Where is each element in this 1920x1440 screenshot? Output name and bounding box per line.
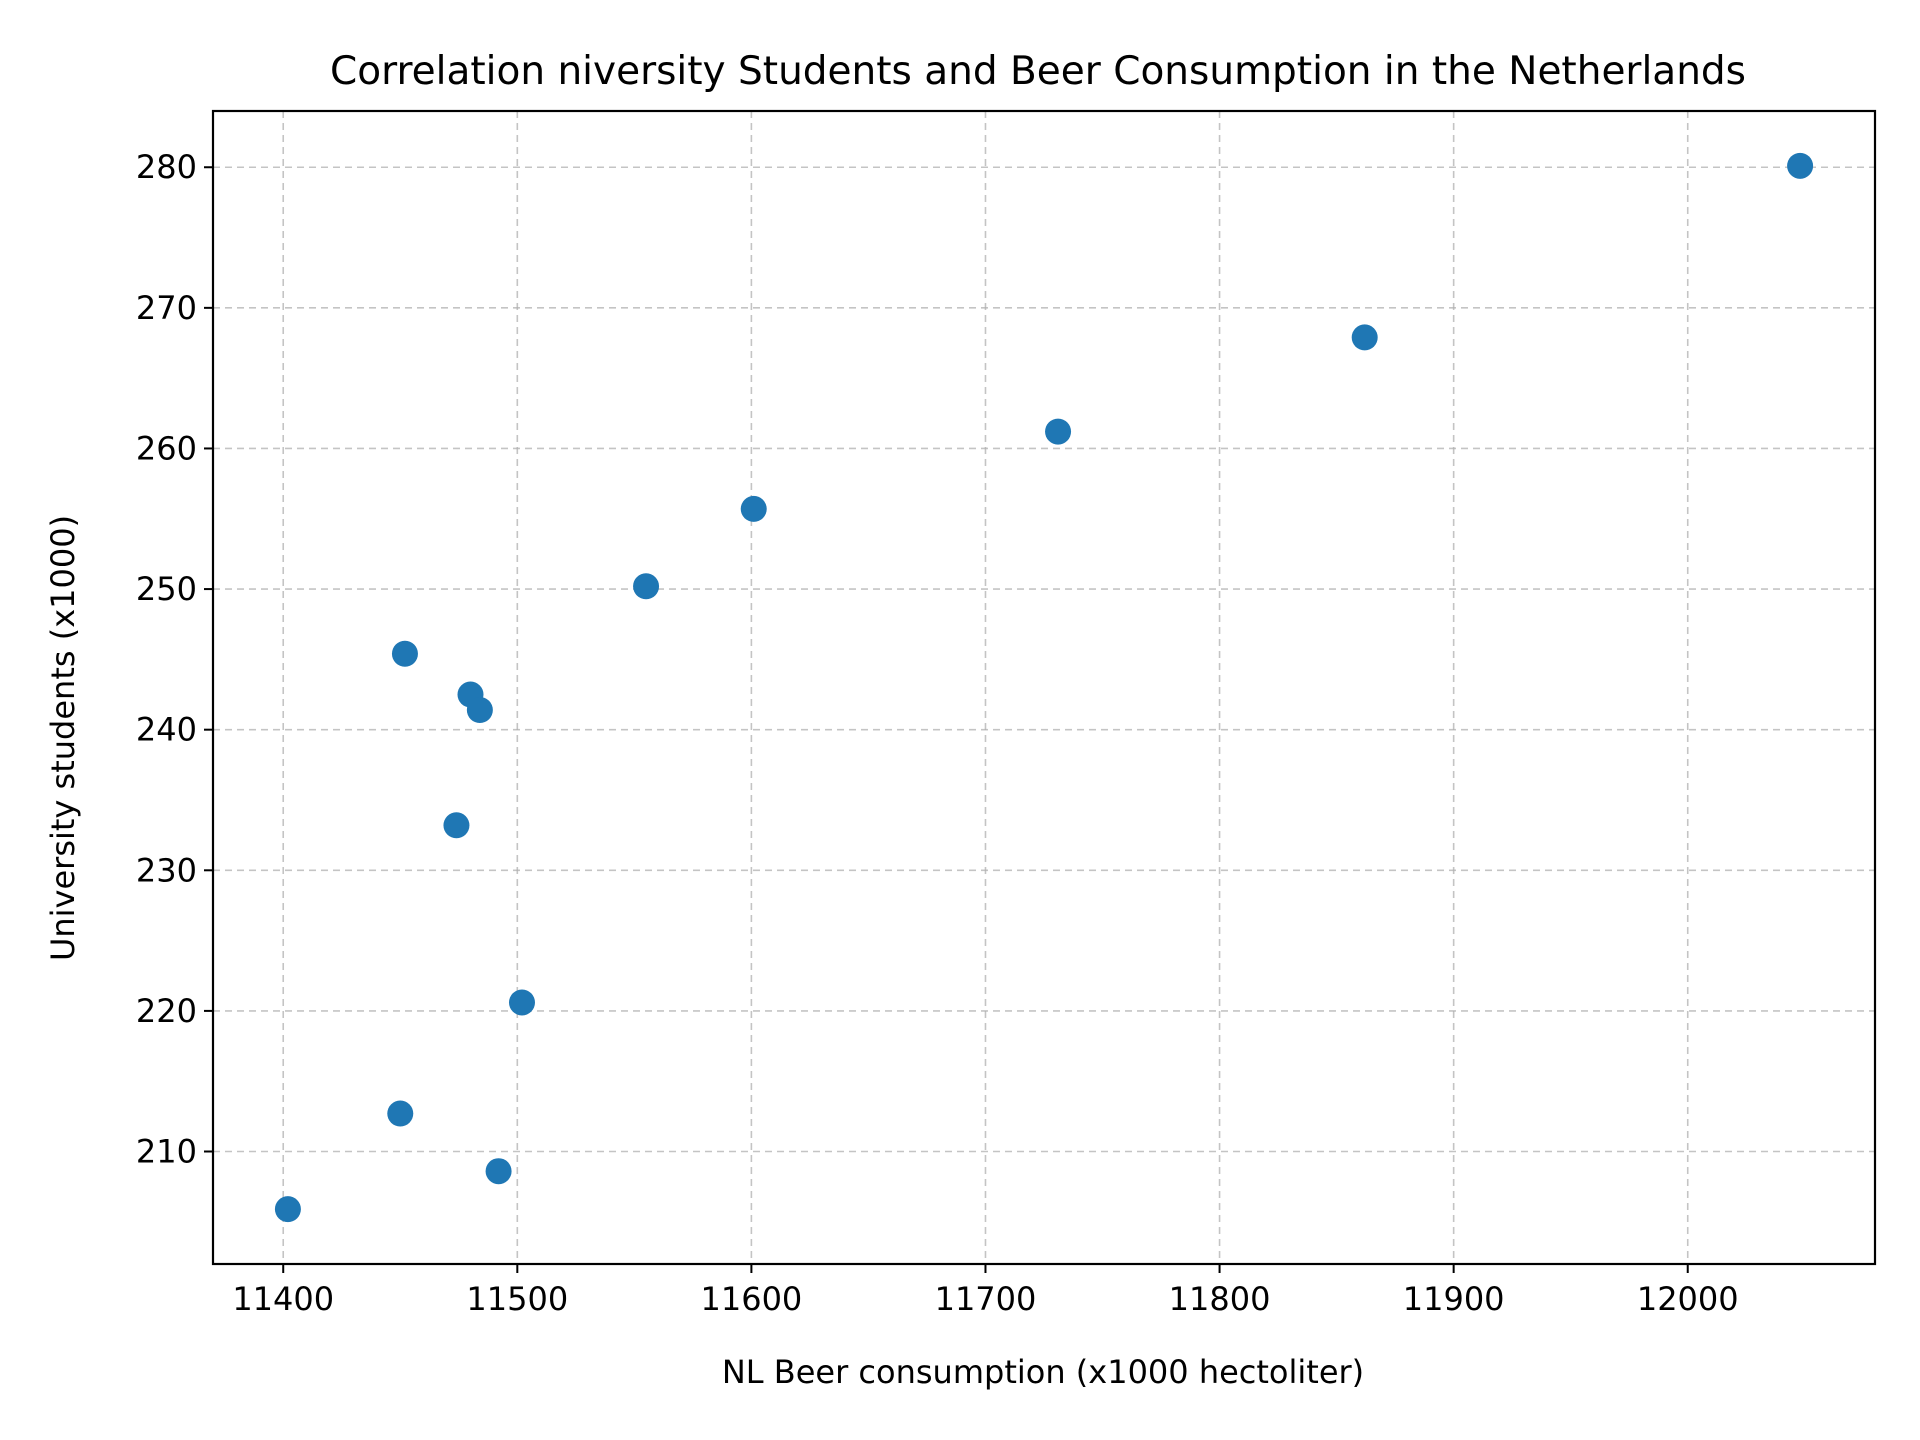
scatter-point <box>443 812 470 839</box>
y-axis-ticks: 210 220 230 240 250 260 270 280 <box>136 148 213 1171</box>
scatter-point <box>740 495 767 522</box>
grid-lines <box>213 111 1875 1264</box>
y-tick-label: 260 <box>136 429 197 467</box>
x-tick-label: 11900 <box>1403 1280 1505 1318</box>
scatter-point <box>508 989 535 1016</box>
y-tick-label: 250 <box>136 570 197 608</box>
scatter-point <box>485 1158 512 1185</box>
scatter-point <box>633 573 660 600</box>
y-tick-label: 230 <box>136 851 197 889</box>
scatter-point <box>1045 418 1072 445</box>
scatter-point <box>1351 324 1378 351</box>
y-axis-title: University students (x1000) <box>44 515 82 961</box>
x-tick-label: 11800 <box>1169 1280 1271 1318</box>
scatter-point <box>274 1196 301 1223</box>
x-tick-label: 12000 <box>1637 1280 1739 1318</box>
x-axis-ticks: 11400 11500 11600 11700 11800 11900 12000 <box>232 1264 1739 1318</box>
x-tick-label: 11400 <box>232 1280 334 1318</box>
y-tick-label: 240 <box>136 711 197 749</box>
x-tick-label: 11700 <box>935 1280 1037 1318</box>
x-tick-label: 11600 <box>700 1280 802 1318</box>
y-tick-label: 270 <box>136 289 197 327</box>
scatter-point <box>1787 152 1814 179</box>
scatter-point <box>391 640 418 667</box>
chart-title: Correlation niversity Students and Beer … <box>330 49 1746 94</box>
scatter-point <box>387 1100 414 1127</box>
y-tick-label: 220 <box>136 992 197 1030</box>
data-points <box>274 152 1814 1223</box>
y-tick-label: 210 <box>136 1133 197 1171</box>
x-axis-title: NL Beer consumption (x1000 hectoliter) <box>722 1353 1364 1391</box>
y-tick-label: 280 <box>136 148 197 186</box>
plot-area-frame <box>211 109 1877 1266</box>
scatter-point <box>466 696 493 723</box>
x-tick-label: 11500 <box>466 1280 568 1318</box>
